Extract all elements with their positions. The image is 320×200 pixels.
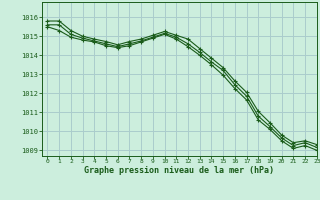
- X-axis label: Graphe pression niveau de la mer (hPa): Graphe pression niveau de la mer (hPa): [84, 166, 274, 175]
